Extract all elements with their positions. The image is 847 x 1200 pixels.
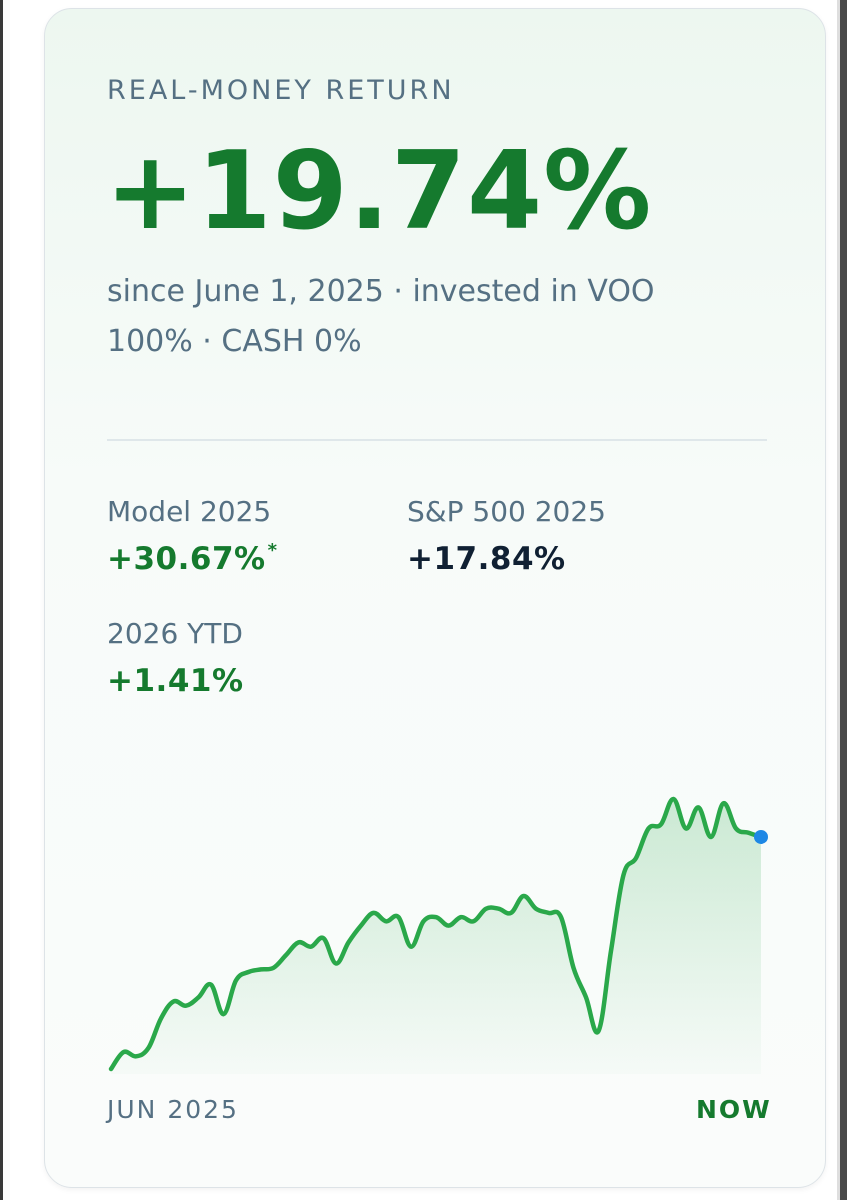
return-subtitle: since June 1, 2025 · invested in VOO 100… bbox=[107, 274, 655, 359]
sp500-2025-label: S&P 500 2025 bbox=[407, 495, 606, 528]
headline-return: +19.74% bbox=[105, 129, 653, 254]
ytd-2026-label: 2026 YTD bbox=[107, 617, 243, 650]
model-2025-value-text: +30.67% bbox=[107, 541, 266, 577]
model-2025-value: +30.67% * bbox=[107, 539, 278, 577]
x-axis-end-label: NOW bbox=[696, 1095, 772, 1124]
x-axis-start-label: JUN 2025 bbox=[107, 1095, 239, 1124]
window-edge-right bbox=[840, 0, 847, 1200]
window-edge-right-inner bbox=[837, 0, 840, 1200]
chart-area-fill bbox=[111, 798, 761, 1074]
window-edge-left bbox=[0, 0, 3, 1200]
chart-series-line bbox=[108, 796, 764, 1072]
footnote-asterisk: * bbox=[267, 539, 278, 561]
sp500-2025-value: +17.84% bbox=[407, 541, 566, 577]
performance-chart bbox=[108, 796, 768, 1074]
section-divider bbox=[107, 439, 767, 441]
return-card: REAL-MONEY RETURN +19.74% since June 1, … bbox=[44, 8, 826, 1188]
model-2025-label: Model 2025 bbox=[107, 495, 272, 528]
chart-endpoint-dot bbox=[754, 829, 768, 844]
card-eyebrow: REAL-MONEY RETURN bbox=[107, 75, 455, 106]
ytd-2026-value: +1.41% bbox=[107, 663, 244, 699]
